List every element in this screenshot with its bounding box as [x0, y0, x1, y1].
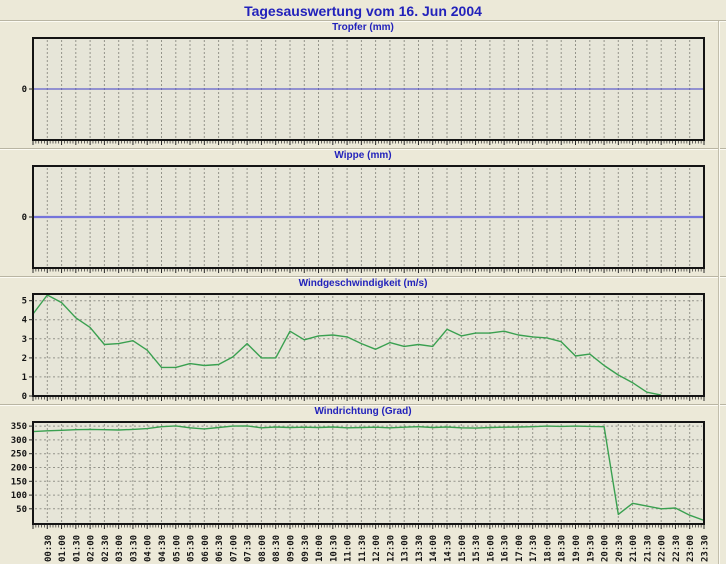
svg-text:2: 2 [22, 354, 27, 364]
header-divider [0, 20, 726, 22]
svg-text:00:30: 00:30 [44, 535, 54, 562]
svg-text:12:00: 12:00 [372, 535, 382, 562]
svg-text:15:00: 15:00 [458, 535, 468, 562]
svg-text:04:00: 04:00 [144, 535, 154, 562]
svg-text:22:30: 22:30 [672, 535, 682, 562]
svg-text:09:30: 09:30 [301, 535, 311, 562]
svg-text:06:00: 06:00 [201, 535, 211, 562]
tropfer-chart: 0 [22, 37, 705, 145]
svg-text:19:00: 19:00 [572, 535, 582, 562]
svg-text:17:30: 17:30 [529, 535, 539, 562]
svg-text:06:30: 06:30 [215, 535, 225, 562]
section-divider-3 [0, 404, 726, 406]
svg-text:09:00: 09:00 [287, 535, 297, 562]
svg-text:20:30: 20:30 [615, 535, 625, 562]
svg-text:16:30: 16:30 [501, 535, 511, 562]
svg-text:250: 250 [11, 450, 27, 460]
svg-text:08:30: 08:30 [272, 535, 282, 562]
svg-text:11:30: 11:30 [358, 535, 368, 562]
panel-title-windgeschwindigkeit: Windgeschwindigkeit (m/s) [298, 278, 428, 289]
svg-text:22:00: 22:00 [658, 535, 668, 562]
svg-text:05:00: 05:00 [172, 535, 182, 562]
svg-text:17:00: 17:00 [515, 535, 525, 562]
svg-text:03:00: 03:00 [115, 535, 125, 562]
svg-text:10:30: 10:30 [329, 535, 339, 562]
svg-text:19:30: 19:30 [586, 535, 596, 562]
svg-text:21:00: 21:00 [629, 535, 639, 562]
page-title: Tagesauswertung vom 16. Jun 2004 [244, 3, 482, 19]
svg-text:1: 1 [22, 373, 27, 383]
svg-text:07:30: 07:30 [244, 535, 254, 562]
svg-text:18:00: 18:00 [544, 535, 554, 562]
svg-text:02:00: 02:00 [87, 535, 97, 562]
svg-text:02:30: 02:30 [101, 535, 111, 562]
svg-text:05:30: 05:30 [187, 535, 197, 562]
svg-text:0: 0 [22, 392, 27, 402]
svg-text:01:00: 01:00 [58, 535, 68, 562]
svg-text:13:30: 13:30 [415, 535, 425, 562]
svg-text:3: 3 [22, 335, 27, 345]
svg-text:16:00: 16:00 [486, 535, 496, 562]
svg-text:50: 50 [16, 505, 27, 515]
panel-right-edge [718, 21, 720, 564]
svg-text:14:00: 14:00 [429, 535, 439, 562]
wind-speed-chart: 0 1 2 3 4 5 [22, 293, 705, 402]
page-header: Tagesauswertung vom 16. Jun 2004 [0, 0, 726, 20]
wind-direction-chart: 50 100 150 200 250 300 350 00:30 01:00 01:30 02:00… [11, 421, 711, 562]
panel-windgeschwindigkeit: Windgeschwindigkeit (m/s) 0 1 2 3 4 5 [0, 278, 726, 406]
svg-text:150: 150 [11, 477, 27, 487]
panel-windrichtung: Windrichtung (Grad) 50 100 150 200 250 300 350… [0, 406, 726, 564]
svg-text:4: 4 [22, 316, 28, 326]
svg-text:12:30: 12:30 [386, 535, 396, 562]
svg-text:07:00: 07:00 [229, 535, 239, 562]
panel-title-tropfer: Tropfer (mm) [332, 22, 394, 33]
svg-text:03:30: 03:30 [129, 535, 139, 562]
svg-text:300: 300 [11, 436, 27, 446]
svg-text:15:30: 15:30 [472, 535, 482, 562]
svg-text:350: 350 [11, 422, 27, 432]
svg-text:10:00: 10:00 [315, 535, 325, 562]
svg-text:11:00: 11:00 [344, 535, 354, 562]
svg-text:200: 200 [11, 464, 27, 474]
svg-text:01:30: 01:30 [72, 535, 82, 562]
wippe-chart: 0 [22, 165, 705, 273]
svg-text:100: 100 [11, 491, 27, 501]
panel-title-wippe: Wippe (mm) [334, 150, 392, 161]
svg-text:23:00: 23:00 [686, 535, 696, 562]
panel-wippe: Wippe (mm) 0 [0, 150, 726, 278]
svg-text:0: 0 [22, 85, 27, 95]
svg-text:18:30: 18:30 [558, 535, 568, 562]
svg-text:14:30: 14:30 [444, 535, 454, 562]
svg-text:5: 5 [22, 297, 27, 307]
svg-text:0: 0 [22, 213, 27, 223]
svg-text:04:30: 04:30 [158, 535, 168, 562]
section-divider-2 [0, 276, 726, 278]
svg-text:08:00: 08:00 [258, 535, 268, 562]
panel-tropfer: Tropfer (mm) 0 [0, 22, 726, 150]
svg-text:21:30: 21:30 [643, 535, 653, 562]
panel-title-windrichtung: Windrichtung (Grad) [314, 406, 412, 417]
svg-text:23:30: 23:30 [701, 535, 711, 562]
svg-text:20:00: 20:00 [601, 535, 611, 562]
svg-text:13:00: 13:00 [401, 535, 411, 562]
section-divider-1 [0, 148, 726, 150]
